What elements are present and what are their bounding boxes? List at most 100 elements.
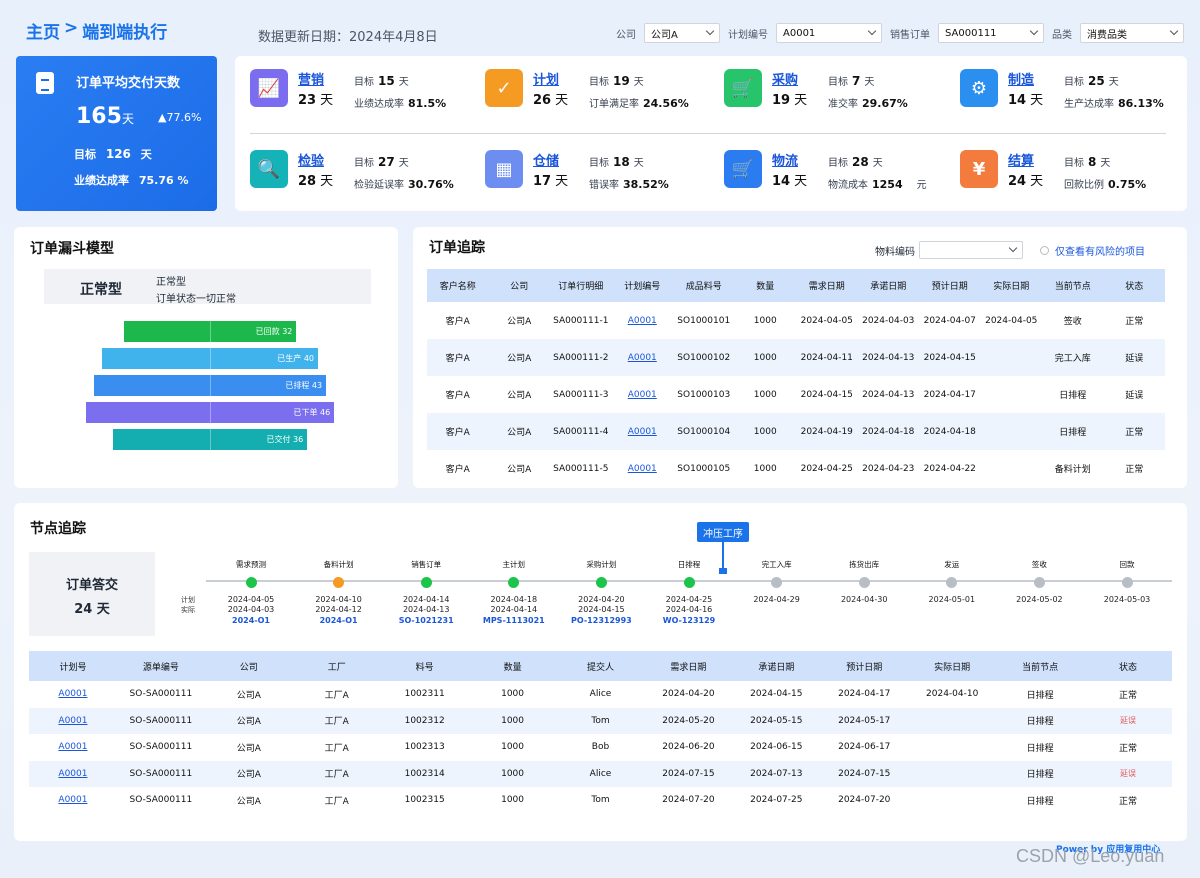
kpi-rate-label: 订单满足率 <box>589 99 639 110</box>
kpi-rate: 检验延误率 30.76% <box>354 176 454 191</box>
column-header[interactable]: 当前节点 <box>996 651 1085 681</box>
column-header[interactable]: 料号 <box>380 651 469 681</box>
timeline-code: SO-1021231 <box>398 616 454 625</box>
column-header[interactable]: 数量 <box>734 269 796 302</box>
plan-link[interactable]: A0001 <box>627 352 657 363</box>
filter-plan-select[interactable]: A0001 <box>776 23 882 43</box>
column-header[interactable]: 预计日期 <box>820 651 909 681</box>
plan-link[interactable]: A0001 <box>58 768 88 779</box>
timeline-node[interactable]: 需求预测 2024-04-05 2024-04-03 2024-O1 <box>207 559 295 626</box>
table-row[interactable]: 客户A 公司A SA000111-2 A0001 SO1000102 1000 2024-0… <box>427 339 1165 376</box>
table-row[interactable]: 客户A 公司A SA000111-3 A0001 SO1000103 1000 2024-0… <box>427 376 1165 413</box>
column-header[interactable]: 预计日期 <box>919 269 981 302</box>
plan-link[interactable]: A0001 <box>58 715 88 726</box>
column-header[interactable]: 计划号 <box>29 651 117 681</box>
timeline-node[interactable]: 采购计划 2024-04-20 2024-04-15 PO-12312993 <box>557 559 645 626</box>
kpi-name-link[interactable]: 仓储 <box>533 154 560 169</box>
column-header[interactable]: 计划编号 <box>611 269 673 302</box>
timeline-code: WO-123129 <box>662 616 716 625</box>
table-cell: 2024-04-23 <box>862 463 915 474</box>
kpi-name-link[interactable]: 采购 <box>772 73 799 88</box>
table-cell: 正常 <box>1119 796 1138 807</box>
column-header[interactable]: 承诺日期 <box>857 269 919 302</box>
column-header[interactable]: 实际日期 <box>908 651 997 681</box>
table-row[interactable]: A0001 SO-SA000111 公司A 工厂A 1002312 1000 Tom 2024… <box>29 707 1172 734</box>
summary-unit: 天 <box>122 112 135 126</box>
plan-link[interactable]: A0001 <box>627 315 657 326</box>
kpi-7: ¥ 结算 24 天目标 8 天回款比例 0.75% <box>960 150 1186 200</box>
kpi-goal-value: 25 <box>1088 74 1105 88</box>
funnel-bar-0[interactable]: 已回款 32 <box>123 321 297 342</box>
column-header[interactable]: 订单行明细 <box>550 269 612 302</box>
column-header[interactable]: 需求日期 <box>796 269 858 302</box>
column-header[interactable]: 公司 <box>204 651 293 681</box>
timeline-node[interactable]: 主计划 2024-04-18 2024-04-14 MPS-1113021 <box>470 559 558 626</box>
column-header[interactable]: 源单编号 <box>116 651 205 681</box>
plan-link[interactable]: A0001 <box>58 689 88 700</box>
table-row[interactable]: A0001 SO-SA000111 公司A 工厂A 1002313 1000 Bob 2024… <box>29 734 1172 761</box>
kpi-name-link[interactable]: 结算 <box>1008 154 1035 169</box>
column-header[interactable]: 工厂 <box>292 651 381 681</box>
column-header[interactable]: 当前节点 <box>1042 269 1104 302</box>
table-row[interactable]: 客户A 公司A SA000111-4 A0001 SO1000104 1000 2024-0… <box>427 413 1165 450</box>
table-cell: 客户A <box>445 465 470 475</box>
kpi-days: 17 天 <box>533 170 568 189</box>
kpi-name-link[interactable]: 营销 <box>298 73 325 88</box>
table-row[interactable]: A0001 SO-SA000111 公司A 工厂A 1002315 1000 Tom 2024… <box>29 787 1172 814</box>
risk-filter[interactable]: 仅查看有风险的项目 <box>1040 243 1145 258</box>
timeline-node[interactable]: 签收 2024-05-02 <box>995 559 1083 605</box>
column-header[interactable]: 状态 <box>1084 651 1172 681</box>
funnel-bar-1[interactable]: 已生产 40 <box>102 348 318 369</box>
column-header[interactable]: 承诺日期 <box>732 651 821 681</box>
kpi-name-link[interactable]: 检验 <box>298 154 325 169</box>
kpi-name-link[interactable]: 计划 <box>533 73 560 88</box>
funnel-bar-4[interactable]: 已交付 36 <box>112 429 308 450</box>
order-answer-value: 24 天 <box>74 602 110 617</box>
table-row[interactable]: 客户A 公司A SA000111-5 A0001 SO1000105 1000 2024-0… <box>427 450 1165 487</box>
column-header[interactable]: 提交人 <box>556 651 645 681</box>
kpi-rate: 回款比例 0.75% <box>1064 176 1146 191</box>
current-step-pin <box>719 542 727 574</box>
timeline-node[interactable]: 日排程 2024-04-25 2024-04-16 WO-123129 <box>645 559 733 626</box>
actual-label: 实际 <box>181 606 195 614</box>
timeline-node[interactable]: 发运 2024-05-01 <box>908 559 996 605</box>
filter-order-select[interactable]: SA000111 <box>938 23 1044 43</box>
column-header[interactable]: 数量 <box>468 651 557 681</box>
plan-link[interactable]: A0001 <box>627 463 657 474</box>
table-row[interactable]: A0001 SO-SA000111 公司A 工厂A 1002314 1000 Alice 20… <box>29 760 1172 787</box>
timeline-node[interactable]: 完工入库 2024-04-29 <box>733 559 821 605</box>
filter-category-select[interactable]: 消费品类 <box>1080 23 1184 43</box>
table-row[interactable]: A0001 SO-SA000111 公司A 工厂A 1002311 1000 Alice 20… <box>29 681 1172 708</box>
timeline-node[interactable]: 销售订单 2024-04-14 2024-04-13 SO-1021231 <box>382 559 470 626</box>
timeline-code: PO-12312993 <box>571 616 632 625</box>
kpi-name-link[interactable]: 物流 <box>772 154 799 169</box>
plan-link[interactable]: A0001 <box>58 795 88 806</box>
column-header[interactable]: 实际日期 <box>980 269 1042 302</box>
material-select[interactable] <box>919 241 1023 259</box>
kpi-name-link[interactable]: 制造 <box>1008 73 1035 88</box>
plan-link[interactable]: A0001 <box>627 426 657 437</box>
kpi-rate-value: 38.52% <box>623 178 669 191</box>
table-cell: A0001 <box>29 707 117 734</box>
funnel-bar-2[interactable]: 已排程 43 <box>93 375 327 396</box>
column-header[interactable]: 公司 <box>488 269 550 302</box>
timeline-code: 2024-O1 <box>319 616 358 625</box>
plan-link[interactable]: A0001 <box>627 389 657 400</box>
plan-link[interactable]: A0001 <box>58 742 88 753</box>
breadcrumb-home[interactable]: 主页 <box>26 23 60 43</box>
timeline-node[interactable]: 拣货出库 2024-04-30 <box>820 559 908 605</box>
timeline-node[interactable]: 备料计划 2024-04-10 2024-04-12 2024-O1 <box>295 559 383 626</box>
funnel-bar-3[interactable]: 已下单 46 <box>85 402 335 423</box>
timeline-node[interactable]: 回款 2024-05-03 <box>1083 559 1171 605</box>
column-header[interactable]: 成品料号 <box>673 269 735 302</box>
column-header[interactable]: 需求日期 <box>644 651 733 681</box>
funnel-bar-value: 40 <box>303 354 314 363</box>
table-row[interactable]: 客户A 公司A SA000111-1 A0001 SO1000101 1000 2024-0… <box>427 302 1165 339</box>
kpi-goal: 目标 7 天 <box>828 73 874 88</box>
filter-company-select[interactable]: 公司A <box>644 23 720 43</box>
table-cell <box>980 339 1042 376</box>
column-header[interactable]: 状态 <box>1103 269 1165 302</box>
risk-checkbox[interactable] <box>1040 246 1049 255</box>
kpi-rate: 物流成本 1254 元 <box>828 176 927 191</box>
column-header[interactable]: 客户名称 <box>427 269 489 302</box>
